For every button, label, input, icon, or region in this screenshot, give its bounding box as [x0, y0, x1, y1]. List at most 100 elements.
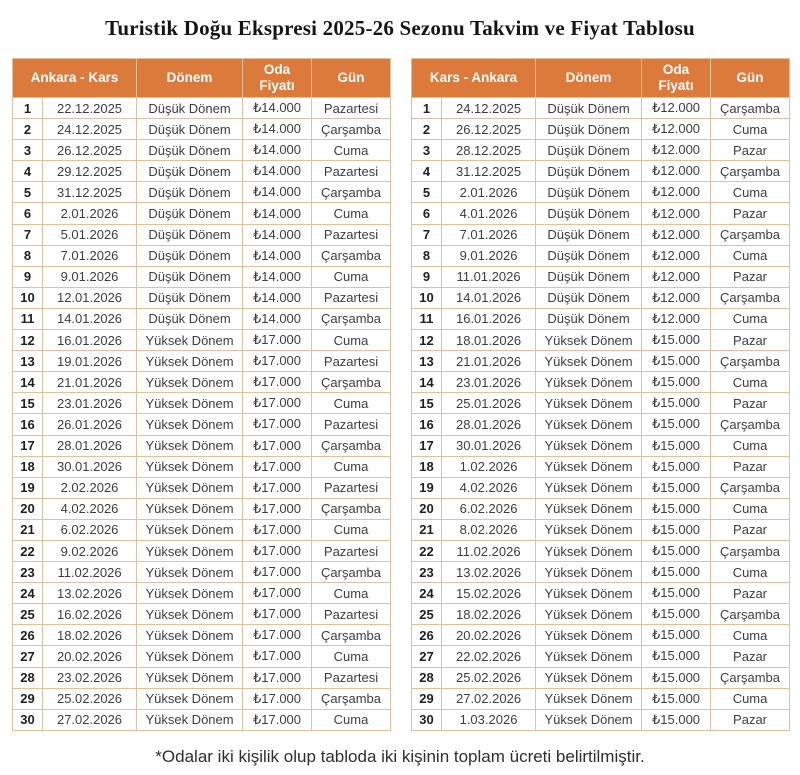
table-row: 15 23.01.2026 Yüksek Dönem ₺17.000 Cuma — [12, 392, 392, 415]
period-cell: Düşük Dönem — [136, 265, 244, 288]
room-price-cell: ₺15.000 — [641, 392, 712, 415]
table-row: 7 7.01.2026 Düşük Dönem ₺12.000 Çarşamba — [411, 223, 791, 246]
period-cell: Yüksek Dönem — [136, 666, 244, 689]
row-number: 29 — [411, 687, 443, 710]
day-header: Gün — [311, 58, 392, 98]
day-cell: Pazartesi — [311, 666, 392, 689]
day-cell: Pazar — [710, 202, 791, 225]
room-price-cell: ₺15.000 — [641, 476, 712, 499]
day-cell: Pazar — [710, 645, 791, 668]
day-cell: Çarşamba — [710, 160, 791, 183]
room-price-cell: ₺17.000 — [242, 455, 313, 478]
row-number: 13 — [12, 350, 43, 373]
room-price-cell: ₺14.000 — [242, 118, 313, 141]
row-number: 14 — [411, 371, 443, 394]
departure-date-cell: 14.01.2026 — [41, 307, 138, 331]
period-cell: Yüksek Dönem — [535, 476, 643, 499]
room-price-cell: ₺17.000 — [242, 645, 313, 668]
table-row: 26 20.02.2026 Yüksek Dönem ₺15.000 Cuma — [411, 624, 791, 647]
table-row: 9 9.01.2026 Düşük Dönem ₺14.000 Cuma — [12, 265, 392, 288]
departure-date-cell: 28.01.2026 — [441, 413, 537, 436]
row-number: 7 — [411, 223, 443, 246]
table-row: 26 18.02.2026 Yüksek Dönem ₺17.000 Çarşamba — [12, 624, 392, 647]
room-price-cell: ₺15.000 — [641, 329, 712, 352]
day-cell: Çarşamba — [311, 244, 392, 267]
table-row: 1 22.12.2025 Düşük Dönem ₺14.000 Pazartesi — [12, 96, 392, 120]
period-cell: Düşük Dönem — [136, 96, 244, 120]
departure-date-cell: 27.02.2026 — [41, 708, 138, 731]
room-price-cell: ₺15.000 — [641, 434, 712, 457]
departure-date-cell: 25.02.2026 — [41, 687, 138, 710]
row-number: 1 — [12, 96, 43, 120]
table-row: 21 6.02.2026 Yüksek Dönem ₺17.000 Cuma — [12, 518, 392, 541]
table-row: 16 28.01.2026 Yüksek Dönem ₺15.000 Çarşamba — [411, 413, 791, 436]
departure-date-cell: 18.01.2026 — [441, 329, 537, 352]
room-price-cell: ₺14.000 — [242, 96, 313, 120]
period-cell: Düşük Dönem — [535, 118, 643, 141]
departure-date-cell: 26.12.2025 — [41, 139, 138, 162]
period-cell: Yüksek Dönem — [535, 645, 643, 668]
row-number: 15 — [12, 392, 43, 415]
row-number: 3 — [411, 139, 443, 162]
departure-date-cell: 16.01.2026 — [41, 329, 138, 352]
period-cell: Düşük Dönem — [136, 286, 244, 309]
table-row: 25 16.02.2026 Yüksek Dönem ₺17.000 Pazartesi — [12, 603, 392, 626]
row-number: 25 — [12, 603, 43, 626]
room-price-cell: ₺12.000 — [641, 96, 712, 120]
footnote: *Odalar iki kişilik olup tabloda iki kiş… — [155, 747, 645, 766]
period-cell: Yüksek Dönem — [535, 539, 643, 563]
period-cell: Yüksek Dönem — [535, 518, 643, 541]
row-number: 5 — [12, 181, 43, 204]
route-header: Ankara - Kars — [11, 58, 138, 98]
departure-date-cell: 21.01.2026 — [41, 371, 138, 394]
row-number: 27 — [411, 645, 443, 668]
period-cell: Yüksek Dönem — [535, 561, 643, 584]
day-cell: Cuma — [710, 561, 791, 584]
table-row: 19 4.02.2026 Yüksek Dönem ₺15.000 Çarşamba — [411, 476, 791, 499]
period-cell: Yüksek Dönem — [535, 392, 643, 415]
price-tables-container: Ankara - Kars Dönem Oda Fiyatı Gün 1 22.1… — [11, 58, 791, 731]
table-row: 23 13.02.2026 Yüksek Dönem ₺15.000 Cuma — [411, 561, 791, 584]
period-cell: Düşük Dönem — [535, 307, 643, 331]
room-price-cell: ₺15.000 — [641, 350, 712, 373]
table-row: 20 6.02.2026 Yüksek Dönem ₺15.000 Cuma — [411, 497, 791, 520]
room-price-cell: ₺15.000 — [641, 582, 712, 605]
departure-date-cell: 12.01.2026 — [41, 286, 138, 309]
departure-date-cell: 6.02.2026 — [41, 518, 138, 541]
row-number: 6 — [411, 202, 443, 225]
table-row: 8 9.01.2026 Düşük Dönem ₺12.000 Cuma — [411, 244, 791, 267]
departure-date-cell: 11.02.2026 — [41, 561, 138, 584]
period-cell: Yüksek Dönem — [535, 624, 643, 647]
ankara-kars-table: Ankara - Kars Dönem Oda Fiyatı Gün 1 22.1… — [11, 58, 392, 731]
departure-date-cell: 30.01.2026 — [441, 434, 537, 457]
day-cell: Çarşamba — [311, 181, 392, 204]
period-cell: Yüksek Dönem — [535, 666, 643, 689]
table-row: 4 29.12.2025 Düşük Dönem ₺14.000 Pazartesi — [12, 160, 392, 183]
day-cell: Pazartesi — [311, 160, 392, 183]
room-price-cell: ₺14.000 — [242, 202, 313, 225]
departure-date-cell: 26.12.2025 — [441, 118, 537, 141]
table-row: 8 7.01.2026 Düşük Dönem ₺14.000 Çarşamba — [12, 244, 392, 267]
room-price-cell: ₺12.000 — [641, 160, 712, 183]
row-number: 17 — [411, 434, 443, 457]
room-price-cell: ₺15.000 — [641, 645, 712, 668]
table-row: 2 24.12.2025 Düşük Dönem ₺14.000 Çarşamba — [12, 118, 392, 141]
row-number: 24 — [411, 582, 443, 605]
day-cell: Pazar — [710, 265, 791, 288]
room-price-cell: ₺12.000 — [641, 265, 712, 288]
row-number: 4 — [411, 160, 443, 183]
day-cell: Pazar — [710, 329, 791, 352]
table-row: 23 11.02.2026 Yüksek Dönem ₺17.000 Çarşamba — [12, 561, 392, 584]
period-cell: Yüksek Dönem — [136, 603, 244, 626]
table-row: 24 15.02.2026 Yüksek Dönem ₺15.000 Pazar — [411, 582, 791, 605]
table-row: 5 2.01.2026 Düşük Dönem ₺12.000 Cuma — [411, 181, 791, 204]
day-cell: Cuma — [710, 371, 791, 394]
period-cell: Yüksek Dönem — [136, 539, 244, 563]
departure-date-cell: 16.01.2026 — [441, 307, 537, 331]
room-price-cell: ₺17.000 — [242, 624, 313, 647]
table-row: 29 25.02.2026 Yüksek Dönem ₺17.000 Çarşamba — [12, 687, 392, 710]
day-cell: Cuma — [311, 392, 392, 415]
row-number: 12 — [12, 329, 43, 352]
day-cell: Pazar — [710, 139, 791, 162]
day-cell: Pazar — [710, 708, 791, 731]
